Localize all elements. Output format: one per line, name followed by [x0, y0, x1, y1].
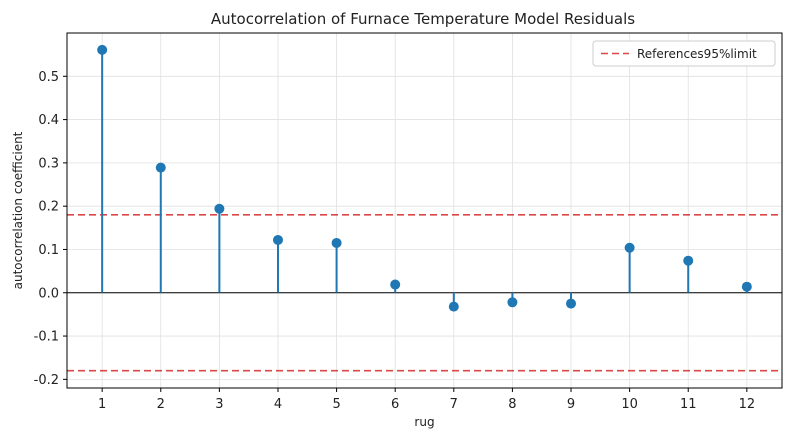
y-axis-ticks: -0.2 -0.1 0.0 0.1 0.2 0.3 0.4 0.5 [34, 70, 67, 388]
legend-box [592, 40, 776, 67]
stem-marker [566, 298, 577, 309]
y-tick-label: 0.4 [38, 113, 59, 128]
stem-marker [390, 279, 401, 290]
x-tick-label: 6 [391, 397, 399, 412]
x-axis-ticks: 1 2 3 4 5 6 7 8 9 10 11 12 [98, 388, 755, 412]
stem-marker [155, 162, 166, 173]
y-tick-label: -0.2 [34, 373, 59, 388]
x-tick-label: 8 [508, 397, 516, 412]
y-tick-label: 0.0 [38, 286, 59, 301]
x-tick-label: 5 [332, 397, 340, 412]
y-tick-label: 0.3 [38, 156, 59, 171]
stem-marker [214, 203, 225, 214]
legend-label: References95%limit [637, 47, 757, 61]
y-tick-label: 0.5 [38, 70, 59, 85]
stem-marker [272, 234, 283, 245]
stem-marker [683, 255, 694, 266]
stem-series [97, 44, 752, 312]
grid-lines [67, 33, 782, 388]
x-tick-label: 3 [215, 397, 223, 412]
plot-frame [66, 32, 783, 389]
x-tick-label: 12 [739, 397, 756, 412]
y-tick-label: 0.1 [38, 243, 59, 258]
x-tick-label: 9 [567, 397, 575, 412]
x-tick-label: 1 [98, 397, 106, 412]
y-tick-label: 0.2 [38, 200, 59, 215]
stem-marker [97, 44, 108, 55]
legend: References95%limit [592, 40, 776, 67]
stem-marker [331, 237, 342, 248]
x-tick-label: 10 [621, 397, 638, 412]
stem-marker [448, 301, 459, 312]
x-axis-label: rug [414, 415, 434, 429]
x-tick-label: 2 [157, 397, 165, 412]
x-tick-label: 4 [274, 397, 282, 412]
x-tick-label: 11 [680, 397, 697, 412]
chart-title: Autocorrelation of Furnace Temperature M… [211, 10, 635, 28]
x-tick-label: 7 [450, 397, 458, 412]
y-tick-label: -0.1 [34, 330, 59, 345]
plot-area [66, 32, 783, 389]
reference-lines [67, 214, 782, 372]
stem-marker [507, 297, 518, 308]
plot-background [67, 33, 782, 388]
stem-marker [741, 281, 752, 292]
stem-marker [624, 242, 635, 253]
y-axis-label: autocorrelation coefficient [11, 131, 25, 289]
